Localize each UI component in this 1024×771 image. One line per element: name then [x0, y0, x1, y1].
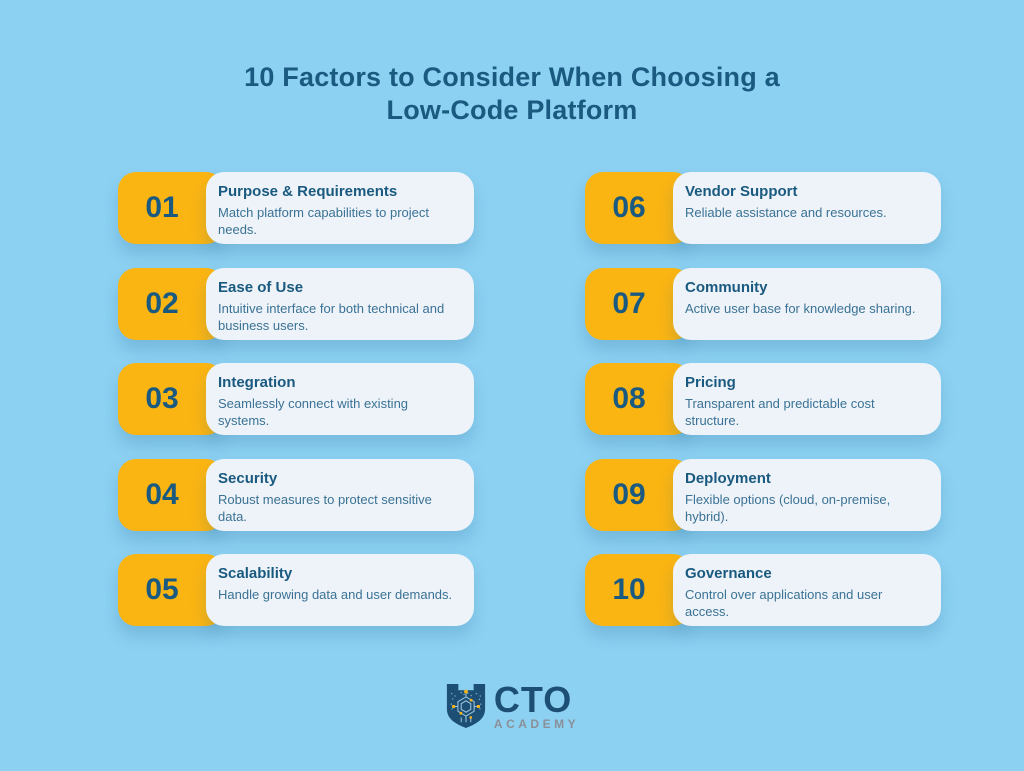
factor-card-05: 05 Scalability Handle growing data and u… — [118, 554, 474, 626]
factor-title: Deployment — [685, 469, 771, 487]
factor-card-04: 04 Security Robust measures to protect s… — [118, 458, 474, 531]
factor-panel — [673, 363, 941, 435]
factor-number: 03 — [145, 382, 179, 415]
factor-card-02: 02 Ease of Use Intuitive interface for b… — [118, 267, 474, 340]
factor-description: Intuitive interface for both technical a… — [218, 300, 445, 333]
factor-panel — [673, 458, 941, 531]
logo-text-block: CTO ACADEMY — [493, 679, 580, 732]
factor-description: Seamlessly connect with existing systems… — [218, 396, 409, 428]
footer-logo: CTO ACADEMY — [0, 679, 1024, 734]
page-title-line2: Low-Code Platform — [386, 95, 638, 125]
factor-card-10: 10 Governance Control over applications … — [585, 554, 941, 626]
factor-number: 06 — [612, 191, 646, 224]
factor-content: Security Robust measures to protect sens… — [218, 470, 460, 525]
factor-panel — [673, 267, 941, 340]
cto-academy-shield-icon — [445, 683, 487, 734]
factor-title: Security — [218, 469, 278, 487]
factor-content: Integration Seamlessly connect with exis… — [218, 374, 460, 429]
factor-content: Scalability Handle growing data and user… — [218, 565, 460, 603]
factor-title: Integration — [218, 374, 296, 391]
factor-title: Pricing — [685, 374, 736, 391]
factor-title: Governance — [685, 565, 772, 582]
factor-card-07: 07 Community Active user base for knowle… — [585, 267, 941, 340]
factor-number: 02 — [145, 286, 179, 320]
factor-card-06: 06 Vendor Support Reliable assistance an… — [585, 172, 941, 244]
factor-title: Community — [685, 278, 768, 296]
factor-content: Purpose & Requirements Match platform ca… — [218, 183, 460, 238]
factor-number: 01 — [145, 191, 179, 224]
factor-number: 04 — [145, 477, 179, 511]
factor-content: Deployment Flexible options (cloud, on-p… — [685, 470, 927, 525]
factor-description: Reliable assistance and resources. — [685, 205, 887, 220]
factor-panel — [206, 267, 474, 340]
factor-card-09: 09 Deployment Flexible options (cloud, o… — [585, 458, 941, 531]
factor-content: Governance Control over applications and… — [685, 565, 927, 620]
factor-panel — [206, 554, 474, 626]
factor-title: Ease of Use — [218, 278, 304, 296]
logo-academy-text: ACADEMY — [493, 717, 580, 731]
factor-title: Purpose & Requirements — [218, 183, 398, 200]
factor-panel — [206, 458, 474, 531]
factor-panel — [673, 172, 941, 244]
right-column: 06 Vendor Support Reliable assistance an… — [585, 172, 941, 650]
factor-card-08: 08 Pricing Transparent and predictable c… — [585, 363, 941, 435]
factor-content: Vendor Support Reliable assistance and r… — [685, 183, 927, 221]
factor-panel — [206, 363, 474, 435]
factor-description: Active user base for knowledge sharing. — [685, 300, 916, 316]
factor-content: Community Active user base for knowledge… — [685, 279, 927, 317]
factor-description: Flexible options (cloud, on-premise, hyb… — [685, 491, 891, 524]
factor-number: 09 — [612, 477, 646, 511]
factor-title: Scalability — [218, 565, 293, 582]
page-title: 10 Factors to Consider When Choosing a L… — [0, 61, 1024, 127]
factor-number: 10 — [612, 573, 646, 606]
factor-description: Match platform capabilities to project n… — [218, 205, 429, 237]
factor-content: Pricing Transparent and predictable cost… — [685, 374, 927, 429]
logo-cto-text: CTO — [493, 679, 573, 720]
factor-content: Ease of Use Intuitive interface for both… — [218, 279, 460, 334]
factor-number: 08 — [612, 382, 646, 415]
factor-number: 07 — [612, 286, 646, 320]
factor-description: Handle growing data and user demands. — [218, 587, 453, 602]
factor-card-03: 03 Integration Seamlessly connect with e… — [118, 363, 474, 435]
factor-description: Robust measures to protect sensitive dat… — [218, 491, 432, 524]
factor-panel — [673, 554, 941, 626]
factor-description: Control over applications and user acces… — [685, 587, 883, 619]
factor-description: Transparent and predictable cost structu… — [685, 396, 875, 428]
factor-panel — [206, 172, 474, 244]
factor-title: Vendor Support — [685, 183, 798, 200]
factor-card-01: 01 Purpose & Requirements Match platform… — [118, 172, 474, 244]
page-title-line1: 10 Factors to Consider When Choosing a — [244, 62, 780, 92]
factor-number: 05 — [145, 573, 179, 606]
left-column: 01 Purpose & Requirements Match platform… — [118, 172, 474, 650]
